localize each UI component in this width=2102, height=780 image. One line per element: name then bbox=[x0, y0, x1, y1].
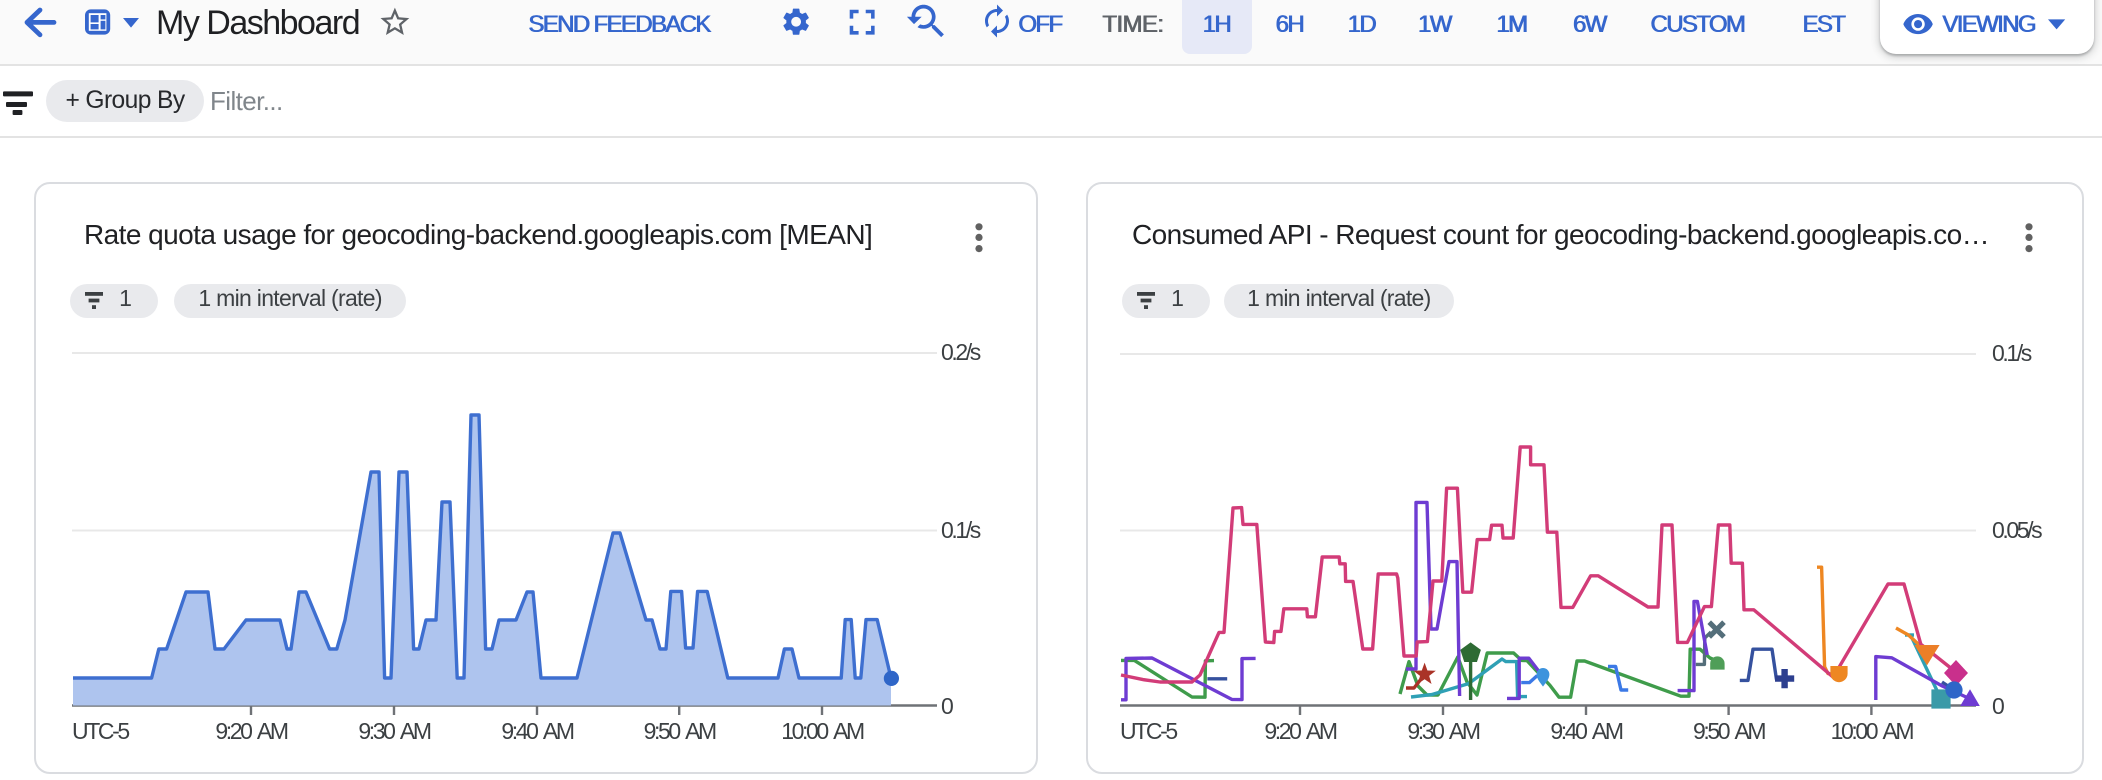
svg-text:0.1/s: 0.1/s bbox=[1992, 340, 2032, 366]
svg-text:UTC-5: UTC-5 bbox=[72, 718, 129, 744]
svg-text:UTC-5: UTC-5 bbox=[1120, 718, 1177, 744]
svg-text:0.1/s: 0.1/s bbox=[941, 517, 981, 543]
svg-text:9:20 AM: 9:20 AM bbox=[215, 718, 287, 744]
svg-text:10:00 AM: 10:00 AM bbox=[781, 718, 864, 744]
svg-text:0.05/s: 0.05/s bbox=[1992, 517, 2042, 543]
svg-text:9:50 AM: 9:50 AM bbox=[1693, 718, 1765, 744]
svg-text:9:30 AM: 9:30 AM bbox=[358, 718, 430, 744]
svg-text:9:20 AM: 9:20 AM bbox=[1264, 718, 1336, 744]
svg-text:0: 0 bbox=[941, 693, 953, 719]
svg-text:9:40 AM: 9:40 AM bbox=[501, 718, 573, 744]
svg-text:9:30 AM: 9:30 AM bbox=[1407, 718, 1479, 744]
svg-text:0: 0 bbox=[1992, 693, 2004, 719]
svg-text:9:50 AM: 9:50 AM bbox=[644, 718, 716, 744]
svg-text:0.2/s: 0.2/s bbox=[941, 339, 981, 365]
svg-text:10:00 AM: 10:00 AM bbox=[1831, 718, 1914, 744]
svg-text:9:40 AM: 9:40 AM bbox=[1550, 718, 1622, 744]
